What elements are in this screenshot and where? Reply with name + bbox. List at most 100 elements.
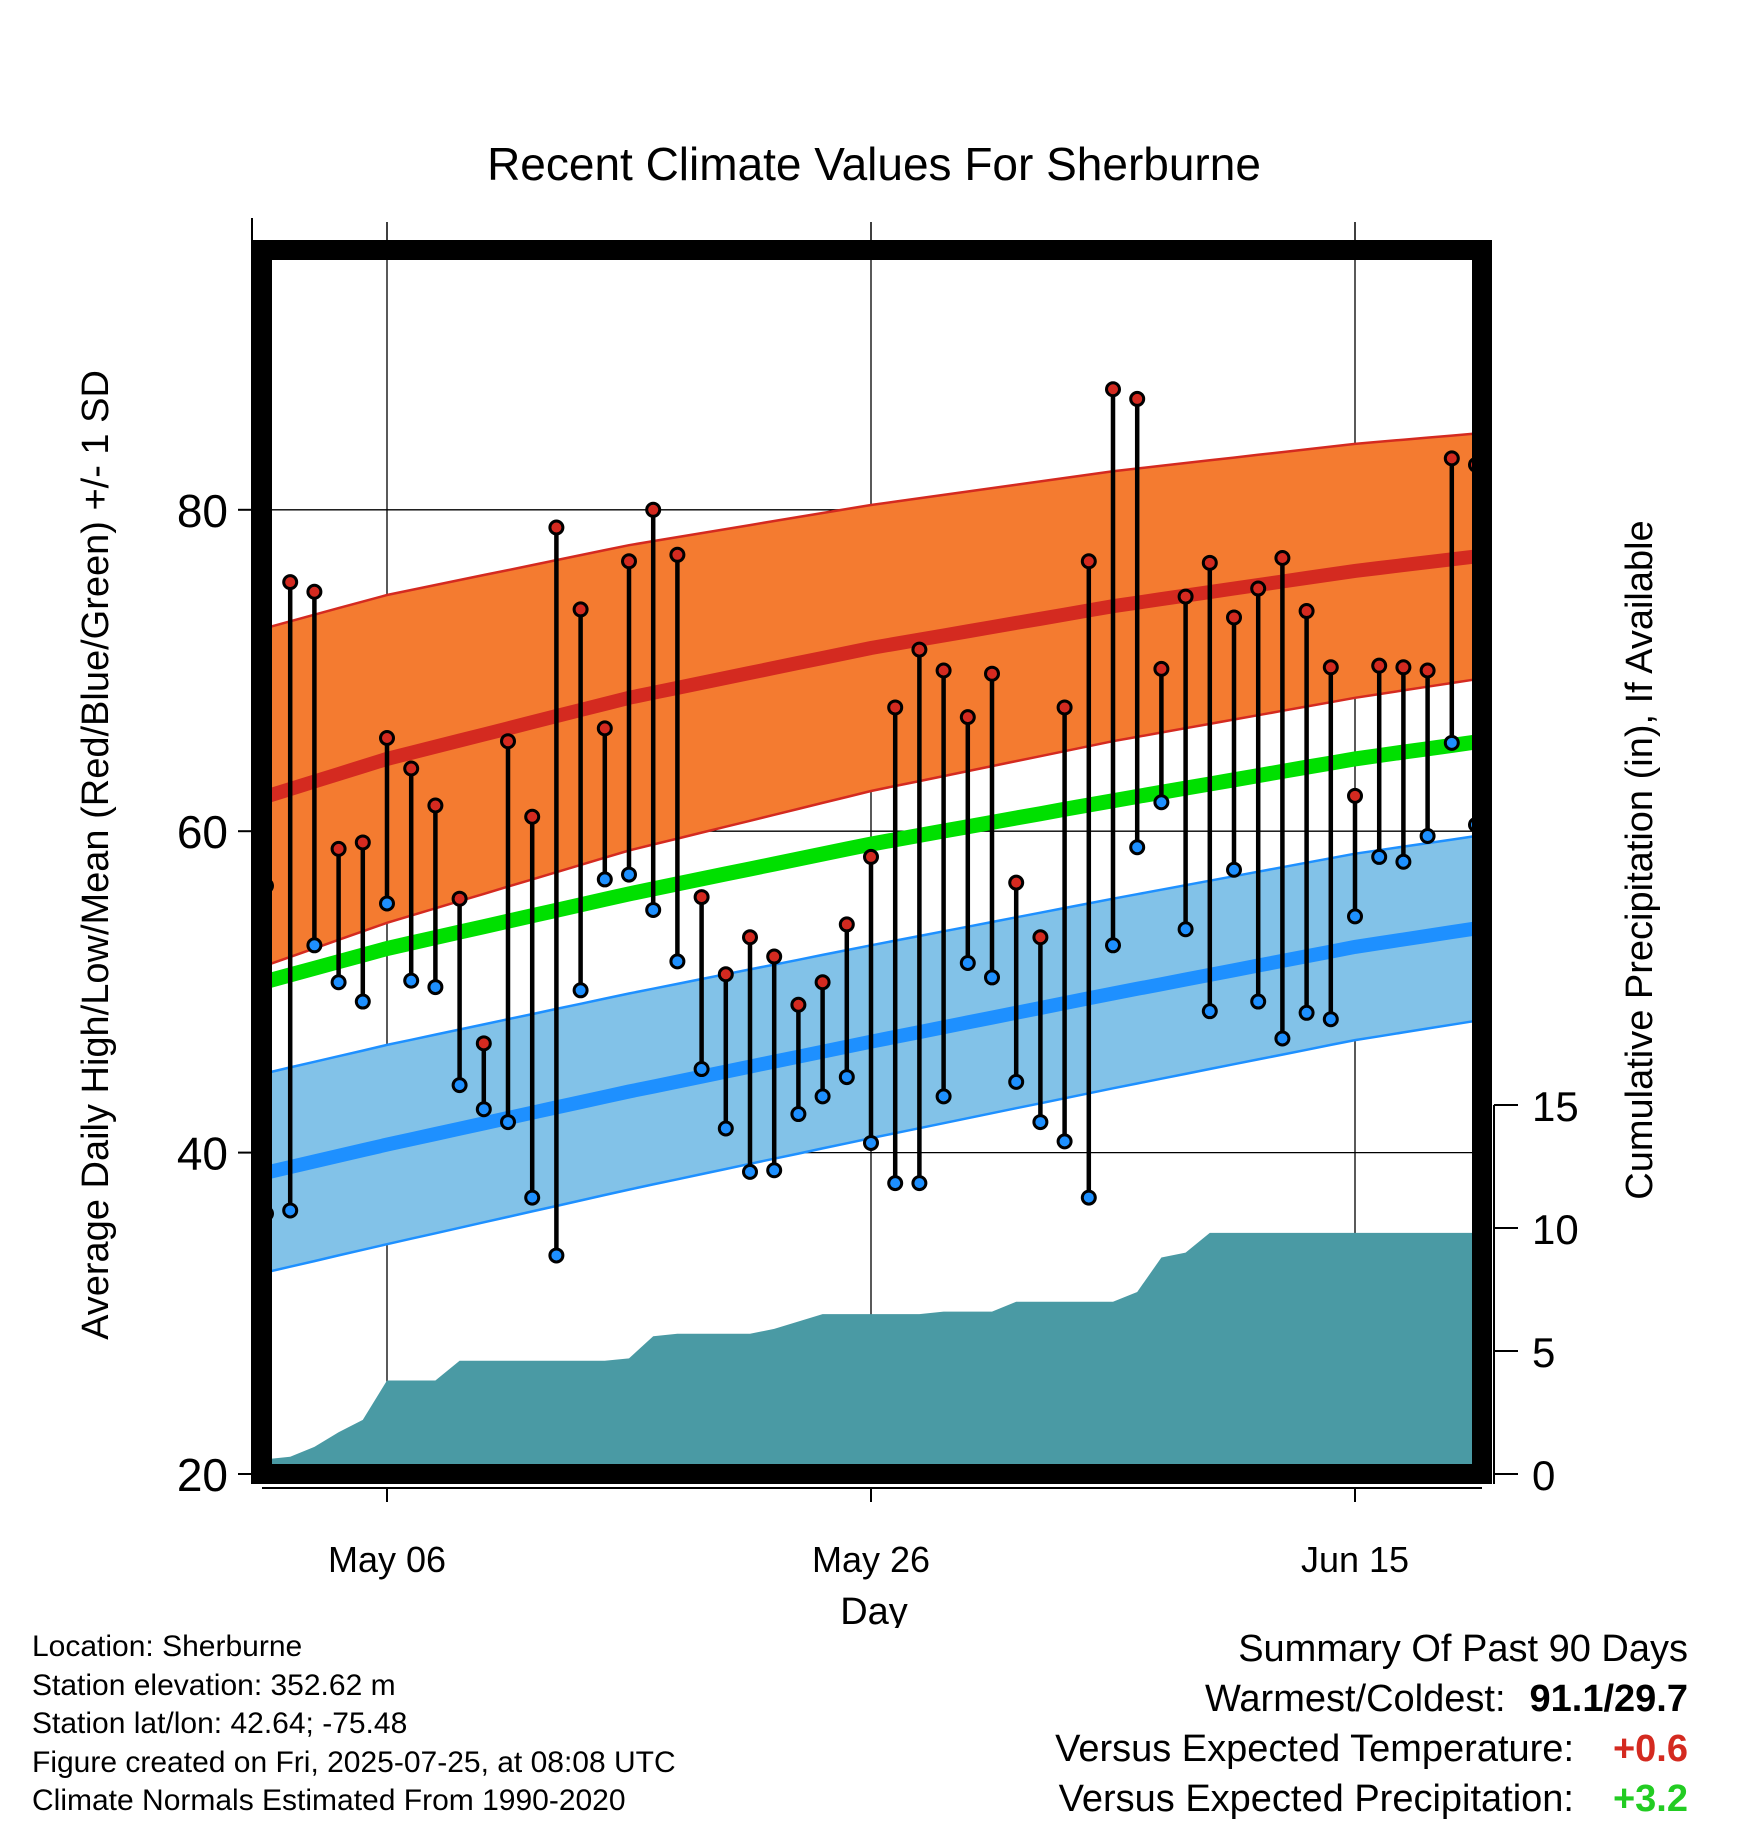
daily-high-point — [1419, 662, 1436, 679]
daily-high-point — [1250, 580, 1267, 597]
daily-high-point — [1443, 450, 1460, 467]
daily-low-point — [475, 1101, 492, 1118]
y-axis-ticks: 20 40 60 80 — [177, 218, 258, 1501]
daily-low-point — [500, 1114, 516, 1131]
y-axis-label: Average Daily High/Low/Mean (Red/Blue/Gr… — [75, 370, 117, 1340]
daily-low-point — [693, 1061, 710, 1078]
daily-high-point — [863, 848, 879, 865]
expected-precip-row: Versus Expected Precipitation: +3.2 — [1055, 1774, 1688, 1824]
daily-high-point — [1177, 588, 1194, 605]
daily-low-point — [742, 1163, 758, 1180]
daily-high-point — [645, 501, 662, 518]
daily-low-point — [548, 1247, 565, 1264]
daily-low-point — [1274, 1030, 1291, 1047]
daily-high-point — [887, 699, 904, 716]
daily-high-point — [766, 948, 783, 965]
daily-low-point — [1032, 1114, 1049, 1131]
expected-temp-value: +0.6 — [1612, 1728, 1688, 1770]
daily-high-point — [451, 890, 468, 907]
daily-high-point — [1347, 787, 1363, 804]
daily-low-point — [1201, 1003, 1218, 1020]
daily-low-point — [1080, 1189, 1097, 1206]
daily-low-point — [163, 1157, 176, 1170]
daily-high-point — [1591, 333, 1604, 346]
daily-low-point — [330, 974, 347, 991]
x-axis-label: Day — [840, 1591, 908, 1628]
daily-high-point — [163, 731, 176, 744]
precipitation-area — [262, 1231, 1482, 1474]
daily-high-point — [1687, 466, 1700, 479]
daily-high-point — [403, 760, 420, 777]
daily-high-point — [1105, 381, 1121, 398]
daily-low-point — [451, 1077, 468, 1094]
daily-high-point — [330, 840, 347, 857]
daily-low-point — [766, 1162, 783, 1179]
daily-low-point — [887, 1175, 904, 1192]
daily-high-point — [282, 574, 299, 591]
daily-high-point — [838, 916, 855, 933]
daily-high-point — [693, 889, 710, 906]
low-normal-line — [262, 920, 1482, 1181]
daily-low-point — [282, 1202, 299, 1219]
daily-low-point — [596, 871, 613, 888]
daily-low-point — [1566, 725, 1579, 738]
daily-low-point — [1712, 881, 1725, 894]
daily-high-point — [742, 929, 758, 946]
daily-high-point — [475, 1035, 492, 1052]
plot-frame — [252, 240, 1492, 1484]
station-info: Location: Sherburne Station elevation: 3… — [32, 1628, 676, 1821]
daily-high-point — [814, 974, 831, 991]
daily-high-point — [1615, 410, 1628, 423]
chart-title: Recent Climate Values For Sherburne — [487, 138, 1261, 190]
daily-high-point — [500, 733, 516, 750]
warmest-coldest-value: 91.1/29.7 — [1529, 1678, 1688, 1720]
daily-high-point — [235, 468, 248, 481]
daily-low-point — [1518, 924, 1531, 937]
daily-low-point — [717, 1120, 734, 1137]
daily-low-point — [814, 1088, 831, 1105]
daily-low-point — [1663, 855, 1676, 868]
warmest-coldest-label: Warmest/Coldest: — [1204, 1678, 1506, 1720]
daily-low-point — [1177, 921, 1194, 938]
daily-high-point — [1518, 460, 1531, 473]
x-tick-label: Jun 15 — [1301, 1539, 1409, 1580]
y-tick-label: 40 — [177, 1128, 228, 1180]
daily-low-point — [1105, 937, 1121, 954]
daily-high-point — [1542, 447, 1555, 460]
daily-high-point — [1566, 325, 1579, 338]
expected-precip-value: +3.2 — [1612, 1778, 1688, 1820]
daily-low-point — [524, 1189, 541, 1206]
daily-low-point — [1129, 839, 1146, 856]
daily-high-point — [379, 729, 395, 746]
daily-high-point — [1274, 550, 1291, 567]
daily-low-point — [1008, 1073, 1025, 1090]
y2-tick-label: 5 — [1532, 1329, 1555, 1376]
daily-low-point — [959, 954, 976, 971]
daily-low-point — [1419, 828, 1436, 845]
y2-tick-label: 0 — [1532, 1452, 1555, 1499]
daily-low-point — [211, 1312, 224, 1325]
y-tick-label: 80 — [177, 485, 228, 537]
y-tick-label: 60 — [177, 806, 228, 858]
expected-temp-row: Versus Expected Temperature: +0.6 — [1055, 1724, 1688, 1774]
daily-high-point — [669, 546, 686, 563]
daily-high-point — [187, 891, 200, 904]
daily-low-point — [235, 1003, 248, 1016]
daily-low-point — [1736, 931, 1748, 944]
warmest-coldest-row: Warmest/Coldest: 91.1/29.7 — [1055, 1674, 1688, 1724]
daily-high-point — [1080, 553, 1097, 570]
daily-low-point — [911, 1175, 928, 1192]
daily-high-point — [1371, 657, 1388, 674]
daily-low-point — [1371, 848, 1388, 865]
daily-low-point — [1322, 1011, 1339, 1028]
daily-low-point — [669, 953, 686, 970]
x-tick-label: May 06 — [328, 1539, 446, 1580]
daily-low-point — [1494, 891, 1507, 904]
daily-low-point — [790, 1106, 807, 1123]
daily-low-point — [1687, 813, 1700, 826]
y2-axis-ticks: 0 5 10 15 — [1493, 1083, 1579, 1499]
daily-high-point — [790, 996, 807, 1013]
